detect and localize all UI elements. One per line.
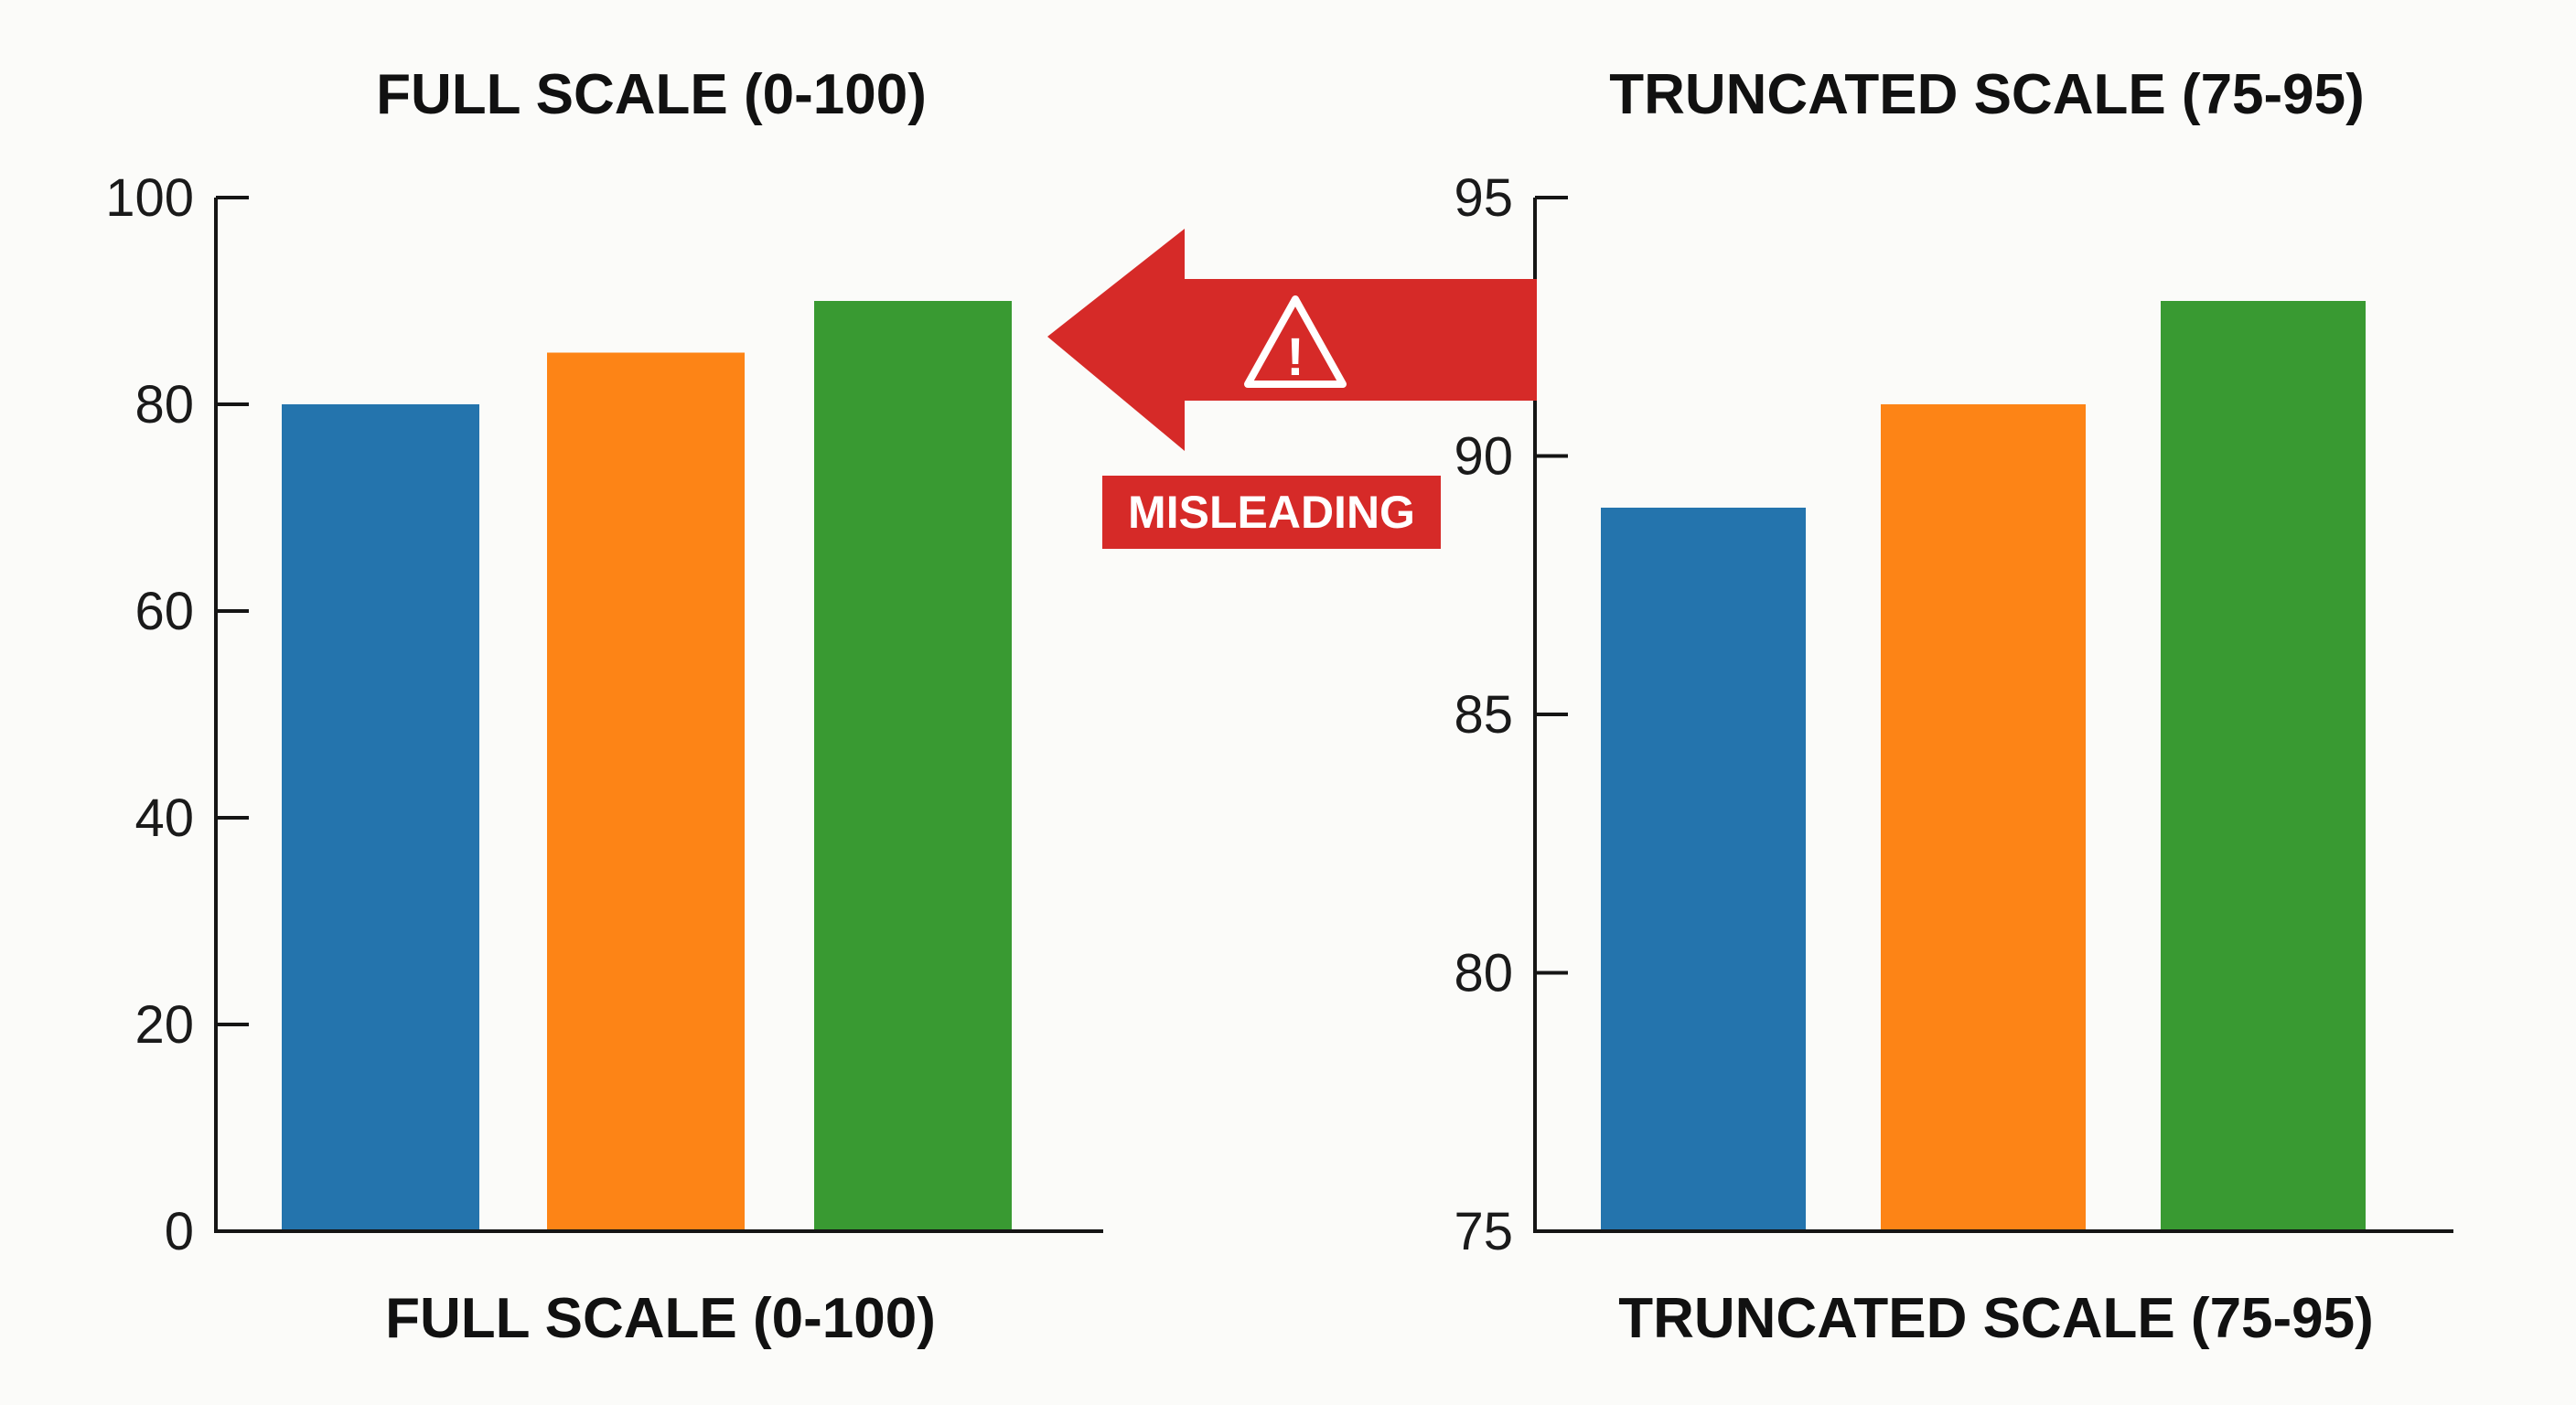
truncated-scale-chart: TRUNCATED SCALE (75-95) 75 80 85 90 95 TRUNC…: [1454, 63, 2453, 1350]
truncated-scale-x-axis-label: TRUNCATED SCALE (75-95): [1618, 1287, 2374, 1350]
truncated-scale-axes: [1533, 198, 2453, 1233]
full-scale-chart-title: FULL SCALE (0-100): [376, 63, 927, 126]
truncated-scale-bars: [1601, 301, 2366, 1231]
full-scale-bar-1: [282, 404, 479, 1231]
full-scale-y-axis-ticks: 0 20 40 60 80 100: [105, 168, 249, 1261]
misleading-badge: [1102, 476, 1441, 549]
truncated-scale-y-tick-label-75: 75: [1454, 1202, 1513, 1261]
truncated-scale-bar-1: [1601, 508, 1806, 1231]
full-scale-x-axis-label: FULL SCALE (0-100): [385, 1287, 936, 1350]
truncated-scale-y-tick-label-90: 90: [1454, 427, 1513, 487]
full-scale-chart: FULL SCALE (0-100) 0 20 40 60 80 100 FULL SCA…: [105, 63, 1103, 1350]
full-scale-bar-2: [547, 352, 745, 1231]
misleading-annotation: ! MISLEADING: [1047, 229, 1537, 549]
full-scale-axes: [214, 198, 1103, 1233]
truncated-scale-y-axis-ticks: 75 80 85 90 95: [1454, 168, 1568, 1261]
full-scale-y-tick-label-0: 0: [165, 1202, 194, 1261]
truncated-scale-bar-3: [2161, 301, 2366, 1231]
full-scale-y-tick-label-40: 40: [134, 788, 194, 848]
full-scale-y-tick-label-100: 100: [105, 168, 194, 228]
truncated-scale-chart-title: TRUNCATED SCALE (75-95): [1609, 63, 2365, 126]
full-scale-bars: [282, 301, 1012, 1231]
left-arrow-icon: [1047, 229, 1537, 451]
full-scale-bar-3: [814, 301, 1012, 1231]
warning-triangle-icon: !: [1244, 295, 1347, 388]
warning-exclamation-glyph: !: [1286, 327, 1304, 387]
truncated-scale-y-tick-label-85: 85: [1454, 685, 1513, 745]
full-scale-y-tick-label-60: 60: [134, 582, 194, 641]
truncated-scale-bar-2: [1881, 404, 2086, 1231]
truncated-scale-y-tick-label-95: 95: [1454, 168, 1513, 228]
misleading-badge-label: MISLEADING: [1128, 487, 1415, 538]
full-scale-y-tick-label-80: 80: [134, 375, 194, 434]
truncated-scale-y-tick-label-80: 80: [1454, 944, 1513, 1003]
full-scale-y-tick-label-20: 20: [134, 995, 194, 1055]
